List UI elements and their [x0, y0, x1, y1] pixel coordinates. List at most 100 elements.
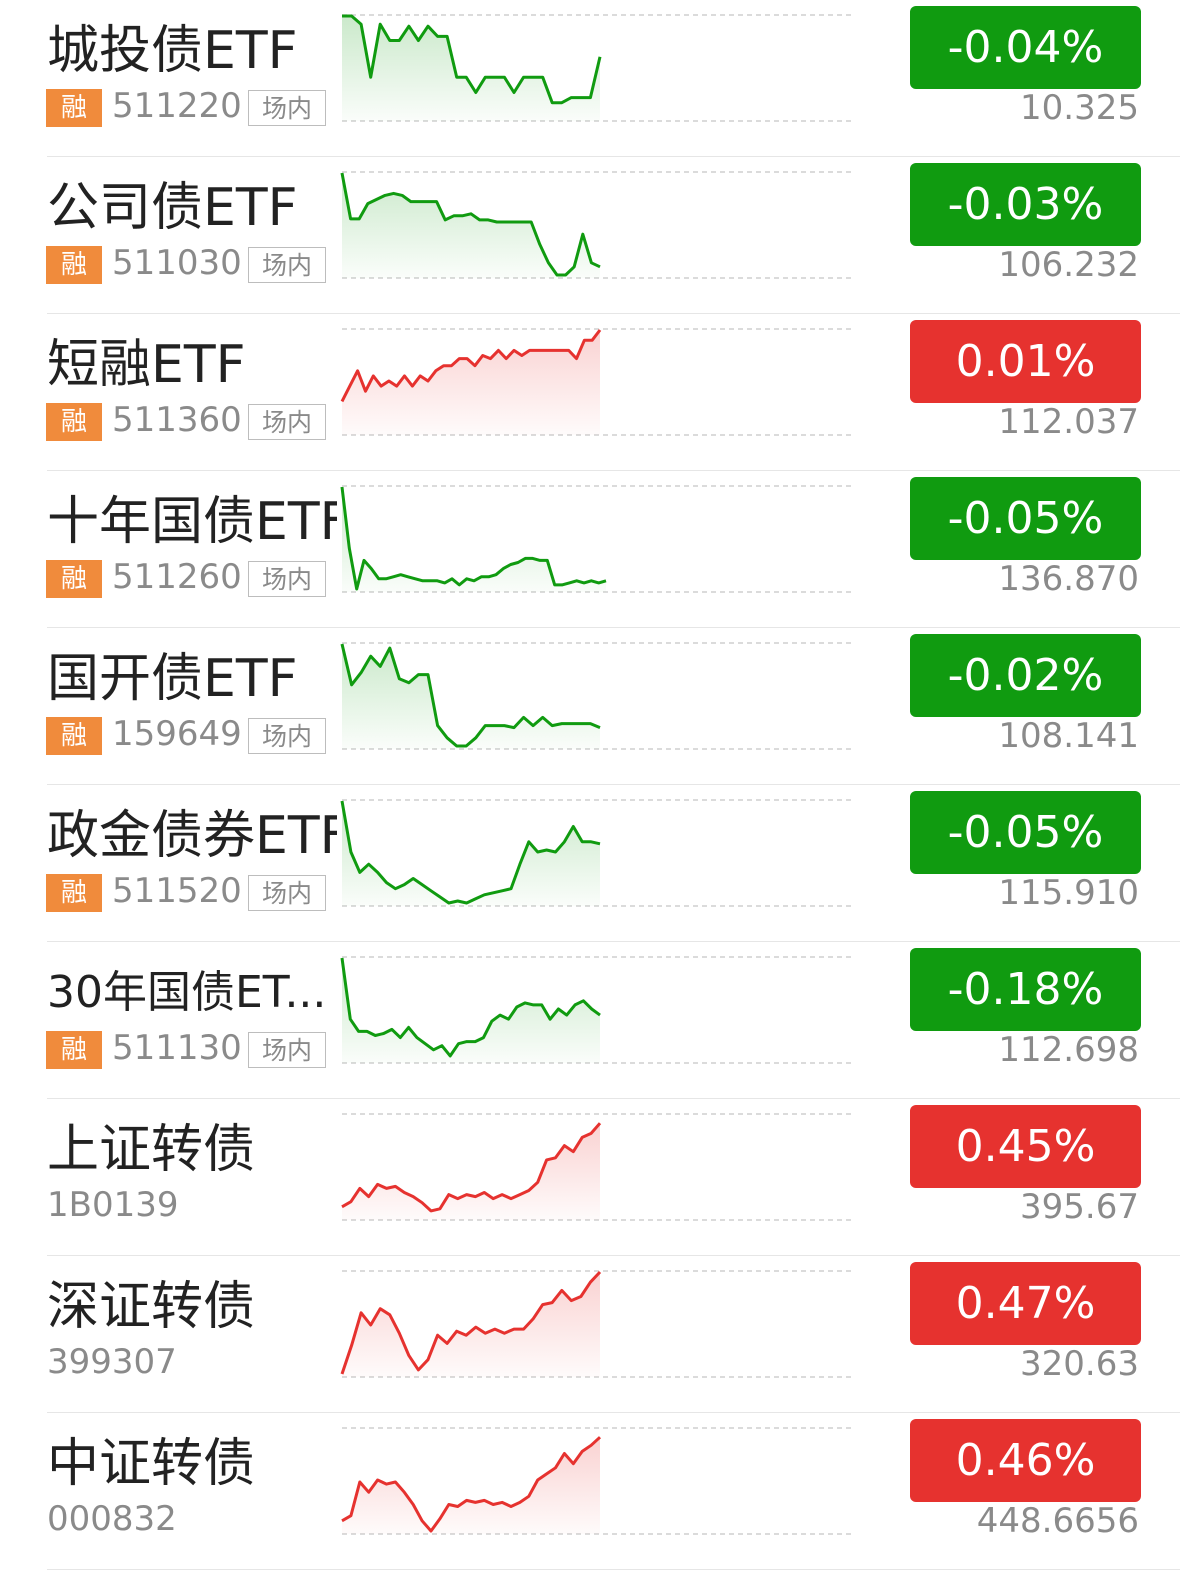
sparkline-area	[342, 16, 600, 121]
exchange-badge: 场内	[248, 561, 326, 597]
latest-price: 448.6656	[976, 1501, 1139, 1541]
margin-badge: 融	[46, 89, 102, 127]
margin-badge: 融	[46, 246, 102, 284]
fund-code: 1B0139	[47, 1185, 179, 1225]
change-percent-badge[interactable]: 0.01%	[910, 320, 1141, 403]
sparkline-chart	[340, 642, 852, 750]
fund-name: 国开债ETF	[47, 649, 298, 709]
fund-code: 511030	[112, 243, 242, 283]
sparkline-line	[340, 486, 607, 591]
margin-badge: 融	[46, 560, 102, 598]
fund-code: 000832	[47, 1499, 177, 1539]
sparkline-chart	[340, 1270, 852, 1378]
latest-price: 136.870	[998, 559, 1139, 599]
margin-badge: 融	[46, 403, 102, 441]
row-divider	[47, 470, 1180, 471]
fund-name: 城投债ETF	[47, 21, 298, 81]
row-divider	[47, 156, 1180, 157]
exchange-badge: 场内	[248, 718, 326, 754]
sparkline-chart	[340, 956, 852, 1064]
row-divider	[47, 1098, 1180, 1099]
change-percent-badge[interactable]: 0.47%	[910, 1262, 1141, 1345]
sparkline-area	[342, 173, 600, 278]
etf-row[interactable]: 十年国债ETF 融 511260 场内 -0.05% 136.870	[0, 471, 1180, 628]
row-divider	[47, 313, 1180, 314]
change-percent-badge[interactable]: -0.04%	[910, 6, 1141, 89]
row-divider	[47, 941, 1180, 942]
change-percent-badge[interactable]: -0.05%	[910, 791, 1141, 874]
fund-name: 30年国债ET...	[47, 967, 327, 1018]
latest-price: 320.63	[1020, 1344, 1139, 1384]
exchange-badge: 场内	[248, 1032, 326, 1068]
fund-name: 政金债券ETF	[47, 806, 337, 866]
sparkline-line	[340, 172, 601, 277]
latest-price: 115.910	[998, 873, 1139, 913]
fund-code: 511130	[112, 1028, 242, 1068]
sparkline-area	[342, 644, 600, 749]
change-percent-badge[interactable]: -0.05%	[910, 477, 1141, 560]
sparkline-line	[342, 14, 602, 105]
latest-price: 108.141	[998, 716, 1139, 756]
row-divider	[47, 784, 1180, 785]
latest-price: 106.232	[998, 245, 1139, 285]
sparkline-chart	[341, 1113, 852, 1221]
row-divider	[47, 1255, 1180, 1256]
sparkline-chart	[340, 485, 852, 593]
change-percent-badge[interactable]: 0.45%	[910, 1105, 1141, 1188]
sparkline-chart	[340, 328, 852, 436]
sparkline-area	[342, 958, 600, 1063]
sparkline-chart	[340, 171, 852, 279]
sparkline-area	[342, 1123, 600, 1220]
exchange-badge: 场内	[248, 247, 326, 283]
latest-price: 112.698	[998, 1030, 1139, 1070]
sparkline-area	[342, 1437, 600, 1534]
fund-name: 公司债ETF	[47, 178, 298, 238]
margin-badge: 融	[46, 717, 102, 755]
sparkline-area	[342, 487, 606, 592]
fund-code: 511520	[112, 871, 242, 911]
latest-price: 10.325	[1020, 88, 1139, 128]
fund-code: 159649	[112, 714, 242, 754]
sparkline-line	[340, 1270, 602, 1375]
sparkline-chart	[341, 1427, 852, 1535]
sparkline-area	[342, 330, 600, 435]
etf-row[interactable]: 30年国债ET... 融 511130 场内 -0.18% 112.698	[0, 942, 1180, 1099]
exchange-badge: 场内	[248, 404, 326, 440]
exchange-badge: 场内	[248, 90, 326, 126]
fund-name: 十年国债ETF	[47, 492, 337, 552]
etf-row[interactable]: 短融ETF 融 511360 场内 0.01% 112.037	[0, 314, 1180, 471]
etf-row[interactable]: 国开债ETF 融 159649 场内 -0.02% 108.141	[0, 628, 1180, 785]
sparkline-chart	[340, 799, 852, 907]
etf-row[interactable]: 上证转债 1B0139 0.45% 395.67	[0, 1099, 1180, 1256]
fund-code: 511360	[112, 400, 242, 440]
sparkline-line	[340, 329, 602, 403]
change-percent-badge[interactable]: -0.18%	[910, 948, 1141, 1031]
fund-code: 511220	[112, 86, 242, 126]
sparkline-area	[342, 801, 600, 906]
fund-code: 399307	[47, 1342, 177, 1382]
fund-name: 中证转债	[47, 1434, 256, 1494]
change-percent-badge[interactable]: -0.03%	[910, 163, 1141, 246]
sparkline-line	[341, 1122, 602, 1213]
sparkline-chart	[342, 14, 852, 122]
etf-row[interactable]: 政金债券ETF 融 511520 场内 -0.05% 115.910	[0, 785, 1180, 942]
sparkline-line	[341, 1436, 602, 1533]
sparkline-line	[340, 957, 601, 1058]
fund-name: 上证转债	[47, 1120, 256, 1180]
row-divider	[47, 627, 1180, 628]
row-divider	[47, 1412, 1180, 1413]
change-percent-badge[interactable]: 0.46%	[910, 1419, 1141, 1502]
latest-price: 112.037	[998, 402, 1139, 442]
etf-row[interactable]: 中证转债 000832 0.46% 448.6656	[0, 1413, 1180, 1570]
fund-name: 短融ETF	[47, 335, 246, 395]
exchange-badge: 场内	[248, 875, 326, 911]
etf-row[interactable]: 城投债ETF 融 511220 场内 -0.04% 10.325	[0, 0, 1180, 157]
etf-row[interactable]: 深证转债 399307 0.47% 320.63	[0, 1256, 1180, 1413]
margin-badge: 融	[46, 874, 102, 912]
change-percent-badge[interactable]: -0.02%	[910, 634, 1141, 717]
fund-code: 511260	[112, 557, 242, 597]
etf-row[interactable]: 公司债ETF 融 511030 场内 -0.03% 106.232	[0, 157, 1180, 314]
fund-name: 深证转债	[47, 1277, 256, 1337]
sparkline-line	[340, 643, 601, 748]
sparkline-area	[342, 1272, 600, 1377]
